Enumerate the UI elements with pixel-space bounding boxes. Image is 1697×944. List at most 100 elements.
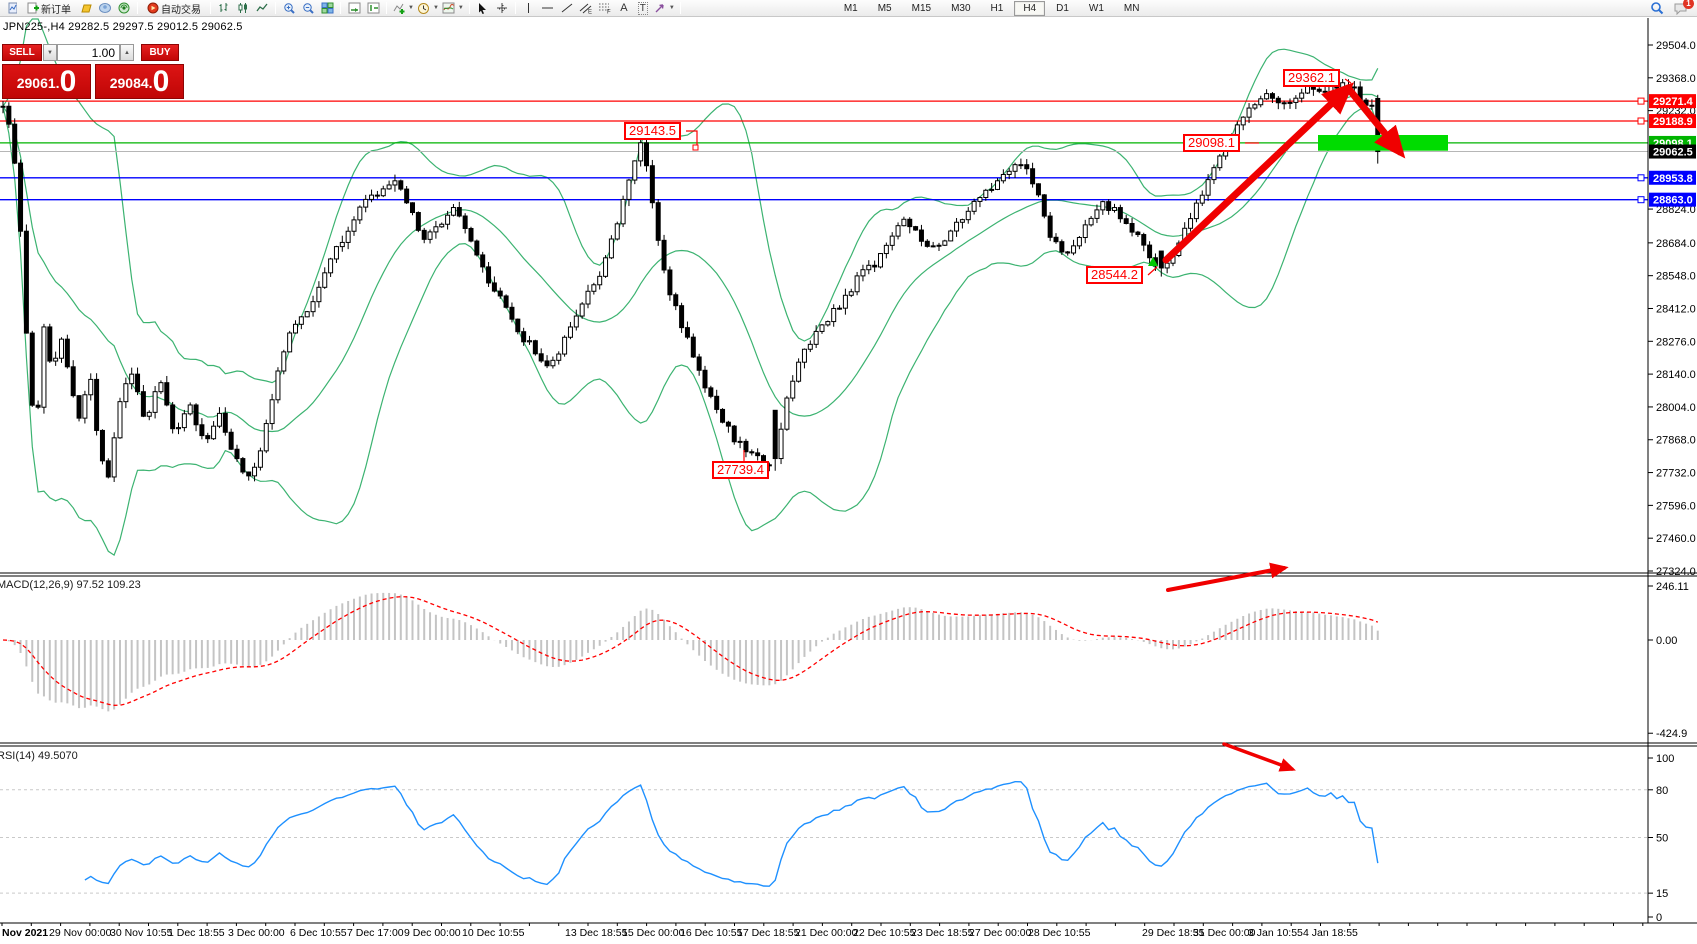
date-label: 31 Dec 00:00	[1193, 927, 1256, 939]
notifications-button[interactable]: 1	[1672, 0, 1694, 16]
candle-body	[796, 361, 802, 382]
candle-body	[181, 413, 187, 429]
red-trend-arrow[interactable]	[1222, 742, 1296, 772]
timeframe-m5[interactable]: M5	[869, 1, 901, 16]
red-trend-arrow[interactable]	[1344, 84, 1406, 159]
rsi-axis-label: 100	[1656, 753, 1674, 765]
zoom-in-icon[interactable]	[280, 1, 298, 16]
sell-button[interactable]: SELL	[2, 44, 42, 61]
candle-body	[1094, 209, 1100, 219]
search-icon[interactable]	[1648, 1, 1666, 16]
date-label: 27 Dec 00:00	[969, 927, 1032, 939]
candle-body	[222, 412, 228, 433]
candle-body	[1299, 92, 1305, 99]
candle-body	[608, 238, 614, 259]
timeframe-d1[interactable]: D1	[1047, 1, 1078, 16]
timeframe-w1[interactable]: W1	[1080, 1, 1113, 16]
red-trend-arrow[interactable]	[1166, 562, 1289, 592]
volume-input[interactable]: 1.00	[57, 44, 120, 61]
green-highlight-rectangle[interactable]	[1318, 135, 1448, 151]
signal-icon[interactable]	[115, 1, 133, 16]
label-tool-icon[interactable]: T	[637, 1, 648, 15]
auto-scroll-icon[interactable]	[345, 1, 363, 16]
price-badge	[1649, 114, 1696, 129]
candle-body	[486, 266, 492, 284]
highlight-zone[interactable]	[1318, 135, 1448, 151]
candle-body	[94, 378, 100, 431]
hline-handle[interactable]	[1637, 117, 1645, 125]
candle-body	[1071, 245, 1077, 254]
hline-handle[interactable]	[1637, 174, 1645, 182]
candle-body	[415, 212, 421, 231]
line-chart-type-icon[interactable]	[253, 1, 271, 16]
price-axis-label: 28684.0	[1656, 238, 1696, 250]
buy-price-display[interactable]: 29084. 0	[95, 64, 184, 99]
candle-body	[1018, 164, 1024, 167]
price-callout[interactable]: 29143.5	[624, 122, 681, 140]
candle-body	[649, 165, 655, 204]
candle-body	[23, 230, 29, 334]
candle-body	[872, 264, 878, 268]
charts-window-icon[interactable]	[3, 1, 21, 16]
candle-body	[825, 321, 831, 326]
hline-handle[interactable]	[1637, 196, 1645, 204]
candle-body	[339, 241, 345, 248]
profile-icon[interactable]	[77, 1, 95, 16]
rsi-axis-label: 50	[1656, 833, 1668, 845]
chart-shift-icon[interactable]	[364, 1, 382, 16]
timeframe-m30[interactable]: M30	[942, 1, 979, 16]
separator	[340, 2, 341, 14]
text-tool-icon[interactable]: A	[620, 2, 628, 14]
channel-tool-icon[interactable]: E	[577, 1, 595, 16]
candle-body	[901, 218, 907, 227]
tile-windows-icon[interactable]	[318, 1, 336, 16]
marketwatch-icon[interactable]	[96, 1, 114, 16]
zoom-out-icon[interactable]	[299, 1, 317, 16]
bar-chart-type-icon[interactable]	[215, 1, 233, 16]
candle-body	[1264, 93, 1270, 100]
candle-body	[989, 188, 995, 191]
volume-increase-button[interactable]: ▲	[120, 44, 134, 61]
date-label: 15 Dec 00:00	[622, 927, 685, 939]
sell-price-display[interactable]: 29061. 0	[2, 64, 91, 99]
red-trend-arrow[interactable]	[1162, 82, 1355, 264]
candle-body	[1006, 170, 1012, 175]
trend-arrows[interactable]	[1148, 82, 1406, 772]
timeframe-h1[interactable]: H1	[982, 1, 1013, 16]
indicators-button[interactable]: ▼	[391, 1, 415, 16]
volume-decrease-button[interactable]: ▼	[43, 44, 57, 61]
price-axis-label: 29504.0	[1656, 40, 1696, 52]
hline-handle[interactable]	[1637, 97, 1645, 105]
timeframe-mn[interactable]: MN	[1115, 1, 1149, 16]
timeframe-m1[interactable]: M1	[835, 1, 867, 16]
timeframe-m15[interactable]: M15	[903, 1, 940, 16]
shapes-tool-icon[interactable]: ▼	[653, 1, 676, 16]
periods-button[interactable]: ▼	[416, 1, 440, 16]
price-callout[interactable]: 29098.1	[1183, 134, 1240, 152]
candle-body	[1281, 102, 1287, 105]
candle-body	[345, 230, 351, 243]
candle-body	[503, 295, 509, 308]
new-order-button[interactable]: 新订单	[22, 1, 76, 16]
crosshair-icon[interactable]	[493, 1, 511, 16]
price-callout[interactable]: 28544.2	[1086, 266, 1143, 284]
autotrade-button[interactable]: 自动交易	[142, 1, 206, 16]
candle-body	[772, 409, 778, 460]
timeframe-h4[interactable]: H4	[1014, 0, 1046, 16]
candle-body	[1112, 207, 1117, 211]
candle-body	[638, 142, 644, 162]
candlestick-chart-type-icon[interactable]	[234, 1, 252, 16]
vertical-line-tool-icon[interactable]	[520, 1, 538, 16]
macd-signal-line	[2, 596, 1379, 706]
cursor-icon[interactable]	[474, 1, 492, 16]
price-callout[interactable]: 29362.1	[1283, 69, 1340, 87]
candle-body	[655, 202, 661, 241]
buy-button[interactable]: BUY	[141, 44, 179, 61]
callout-anchor-line	[686, 130, 698, 148]
fibonacci-tool-icon[interactable]: F	[596, 1, 614, 16]
price-callout[interactable]: 27739.4	[712, 461, 769, 479]
horizontal-line-tool-icon[interactable]	[539, 1, 557, 16]
trendline-tool-icon[interactable]	[558, 1, 576, 16]
templates-button[interactable]: ▼	[441, 1, 465, 16]
